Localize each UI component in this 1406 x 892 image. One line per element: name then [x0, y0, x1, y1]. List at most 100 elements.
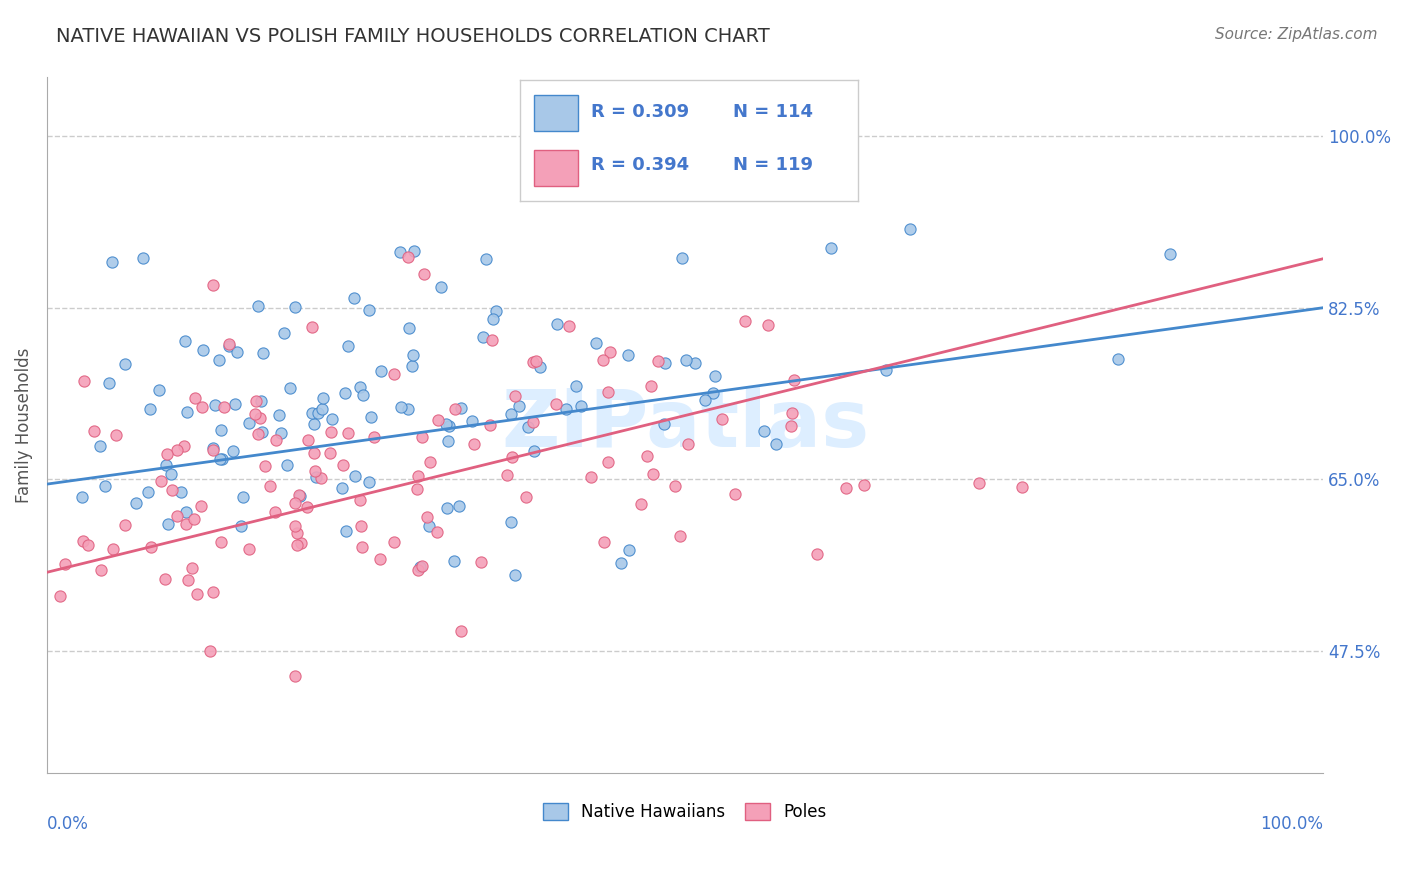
Point: [558, 318, 581, 333]
Point: [174, 334, 197, 348]
Point: [198, 644, 221, 658]
Point: [238, 541, 260, 556]
Point: [436, 434, 458, 448]
Point: [702, 386, 724, 401]
Point: [176, 573, 198, 587]
Point: [389, 400, 412, 414]
Point: [529, 359, 551, 374]
Point: [406, 468, 429, 483]
Point: [101, 254, 124, 268]
Point: [245, 394, 267, 409]
Point: [301, 406, 323, 420]
Point: [155, 458, 177, 472]
Point: [301, 319, 323, 334]
Point: [94, 479, 117, 493]
Point: [503, 388, 526, 402]
Point: [522, 355, 544, 369]
Point: [90, 563, 112, 577]
Point: [482, 312, 505, 326]
Point: [447, 499, 470, 513]
Point: [503, 568, 526, 582]
Point: [508, 399, 530, 413]
Point: [136, 485, 159, 500]
Point: [349, 492, 371, 507]
Point: [249, 411, 271, 425]
Point: [734, 314, 756, 328]
Point: [470, 555, 492, 569]
Point: [450, 401, 472, 415]
Point: [636, 449, 658, 463]
Point: [398, 321, 420, 335]
Point: [671, 252, 693, 266]
Point: [412, 267, 434, 281]
Point: [693, 392, 716, 407]
Point: [683, 356, 706, 370]
Point: [765, 437, 787, 451]
Point: [166, 508, 188, 523]
FancyBboxPatch shape: [534, 95, 578, 131]
Point: [305, 470, 328, 484]
Point: [501, 408, 523, 422]
Point: [450, 624, 472, 639]
Point: [114, 517, 136, 532]
Point: [363, 430, 385, 444]
Point: [806, 547, 828, 561]
Point: [309, 471, 332, 485]
Point: [139, 401, 162, 416]
Point: [252, 346, 274, 360]
Point: [284, 496, 307, 510]
Point: [160, 483, 183, 498]
Point: [208, 353, 231, 368]
Point: [104, 428, 127, 442]
Point: [166, 442, 188, 457]
Point: [264, 433, 287, 447]
Point: [141, 540, 163, 554]
Point: [652, 417, 675, 431]
Point: [284, 519, 307, 533]
Text: 0.0%: 0.0%: [46, 815, 89, 833]
Point: [596, 384, 619, 399]
Point: [253, 458, 276, 473]
Point: [229, 519, 252, 533]
Point: [610, 557, 633, 571]
Point: [226, 345, 249, 359]
Text: NATIVE HAWAIIAN VS POLISH FAMILY HOUSEHOLDS CORRELATION CHART: NATIVE HAWAIIAN VS POLISH FAMILY HOUSEHO…: [56, 27, 770, 45]
Point: [285, 538, 308, 552]
Point: [238, 417, 260, 431]
Point: [204, 398, 226, 412]
Point: [72, 374, 94, 388]
Point: [176, 405, 198, 419]
Point: [592, 352, 614, 367]
Point: [304, 464, 326, 478]
Point: [820, 241, 842, 255]
Point: [191, 343, 214, 357]
Point: [599, 344, 621, 359]
Point: [555, 402, 578, 417]
Point: [875, 363, 897, 377]
Point: [967, 475, 990, 490]
Point: [302, 417, 325, 431]
Point: [481, 333, 503, 347]
Point: [382, 535, 405, 549]
Point: [202, 443, 225, 458]
Point: [818, 129, 841, 144]
Point: [190, 499, 212, 513]
Point: [273, 326, 295, 340]
Point: [419, 455, 441, 469]
Point: [409, 559, 432, 574]
Point: [434, 417, 457, 431]
Text: R = 0.394: R = 0.394: [591, 156, 689, 174]
Point: [388, 245, 411, 260]
Point: [585, 336, 607, 351]
Point: [898, 222, 921, 236]
Point: [53, 558, 76, 572]
Point: [710, 411, 733, 425]
Point: [617, 542, 640, 557]
Point: [125, 496, 148, 510]
Point: [288, 489, 311, 503]
Point: [676, 437, 699, 451]
Point: [343, 291, 366, 305]
Point: [311, 401, 333, 416]
Point: [496, 468, 519, 483]
Point: [704, 368, 727, 383]
